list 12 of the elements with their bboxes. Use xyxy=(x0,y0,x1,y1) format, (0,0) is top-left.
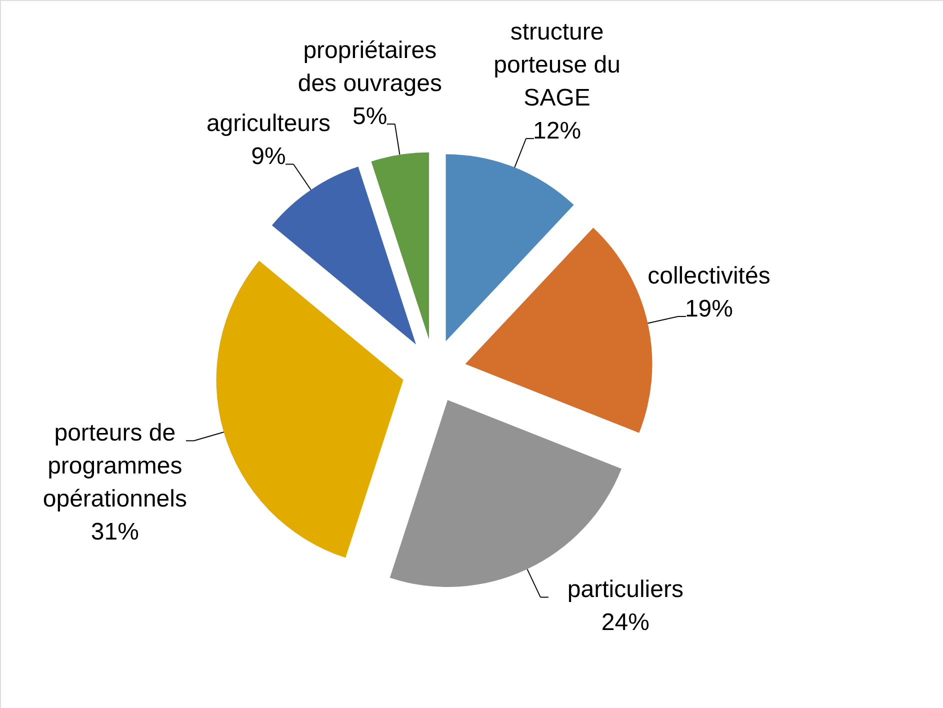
slice-label: propriétaires des ouvrages xyxy=(298,37,442,98)
slice-label: porteurs de programmes opérationnels xyxy=(42,420,187,513)
slice-label: particuliers xyxy=(567,576,684,604)
data-label: 19% xyxy=(684,295,734,322)
data-label: 9% xyxy=(251,143,286,170)
slice-label: structure porteuse du SAGE xyxy=(494,18,620,112)
data-label: 24% xyxy=(601,609,650,636)
data-label: 31% xyxy=(90,518,139,546)
slice-label: agriculteurs xyxy=(206,110,331,138)
data-label: 12% xyxy=(533,118,582,145)
data-label: 5% xyxy=(352,103,388,130)
slice-label: collectivités xyxy=(648,262,770,290)
